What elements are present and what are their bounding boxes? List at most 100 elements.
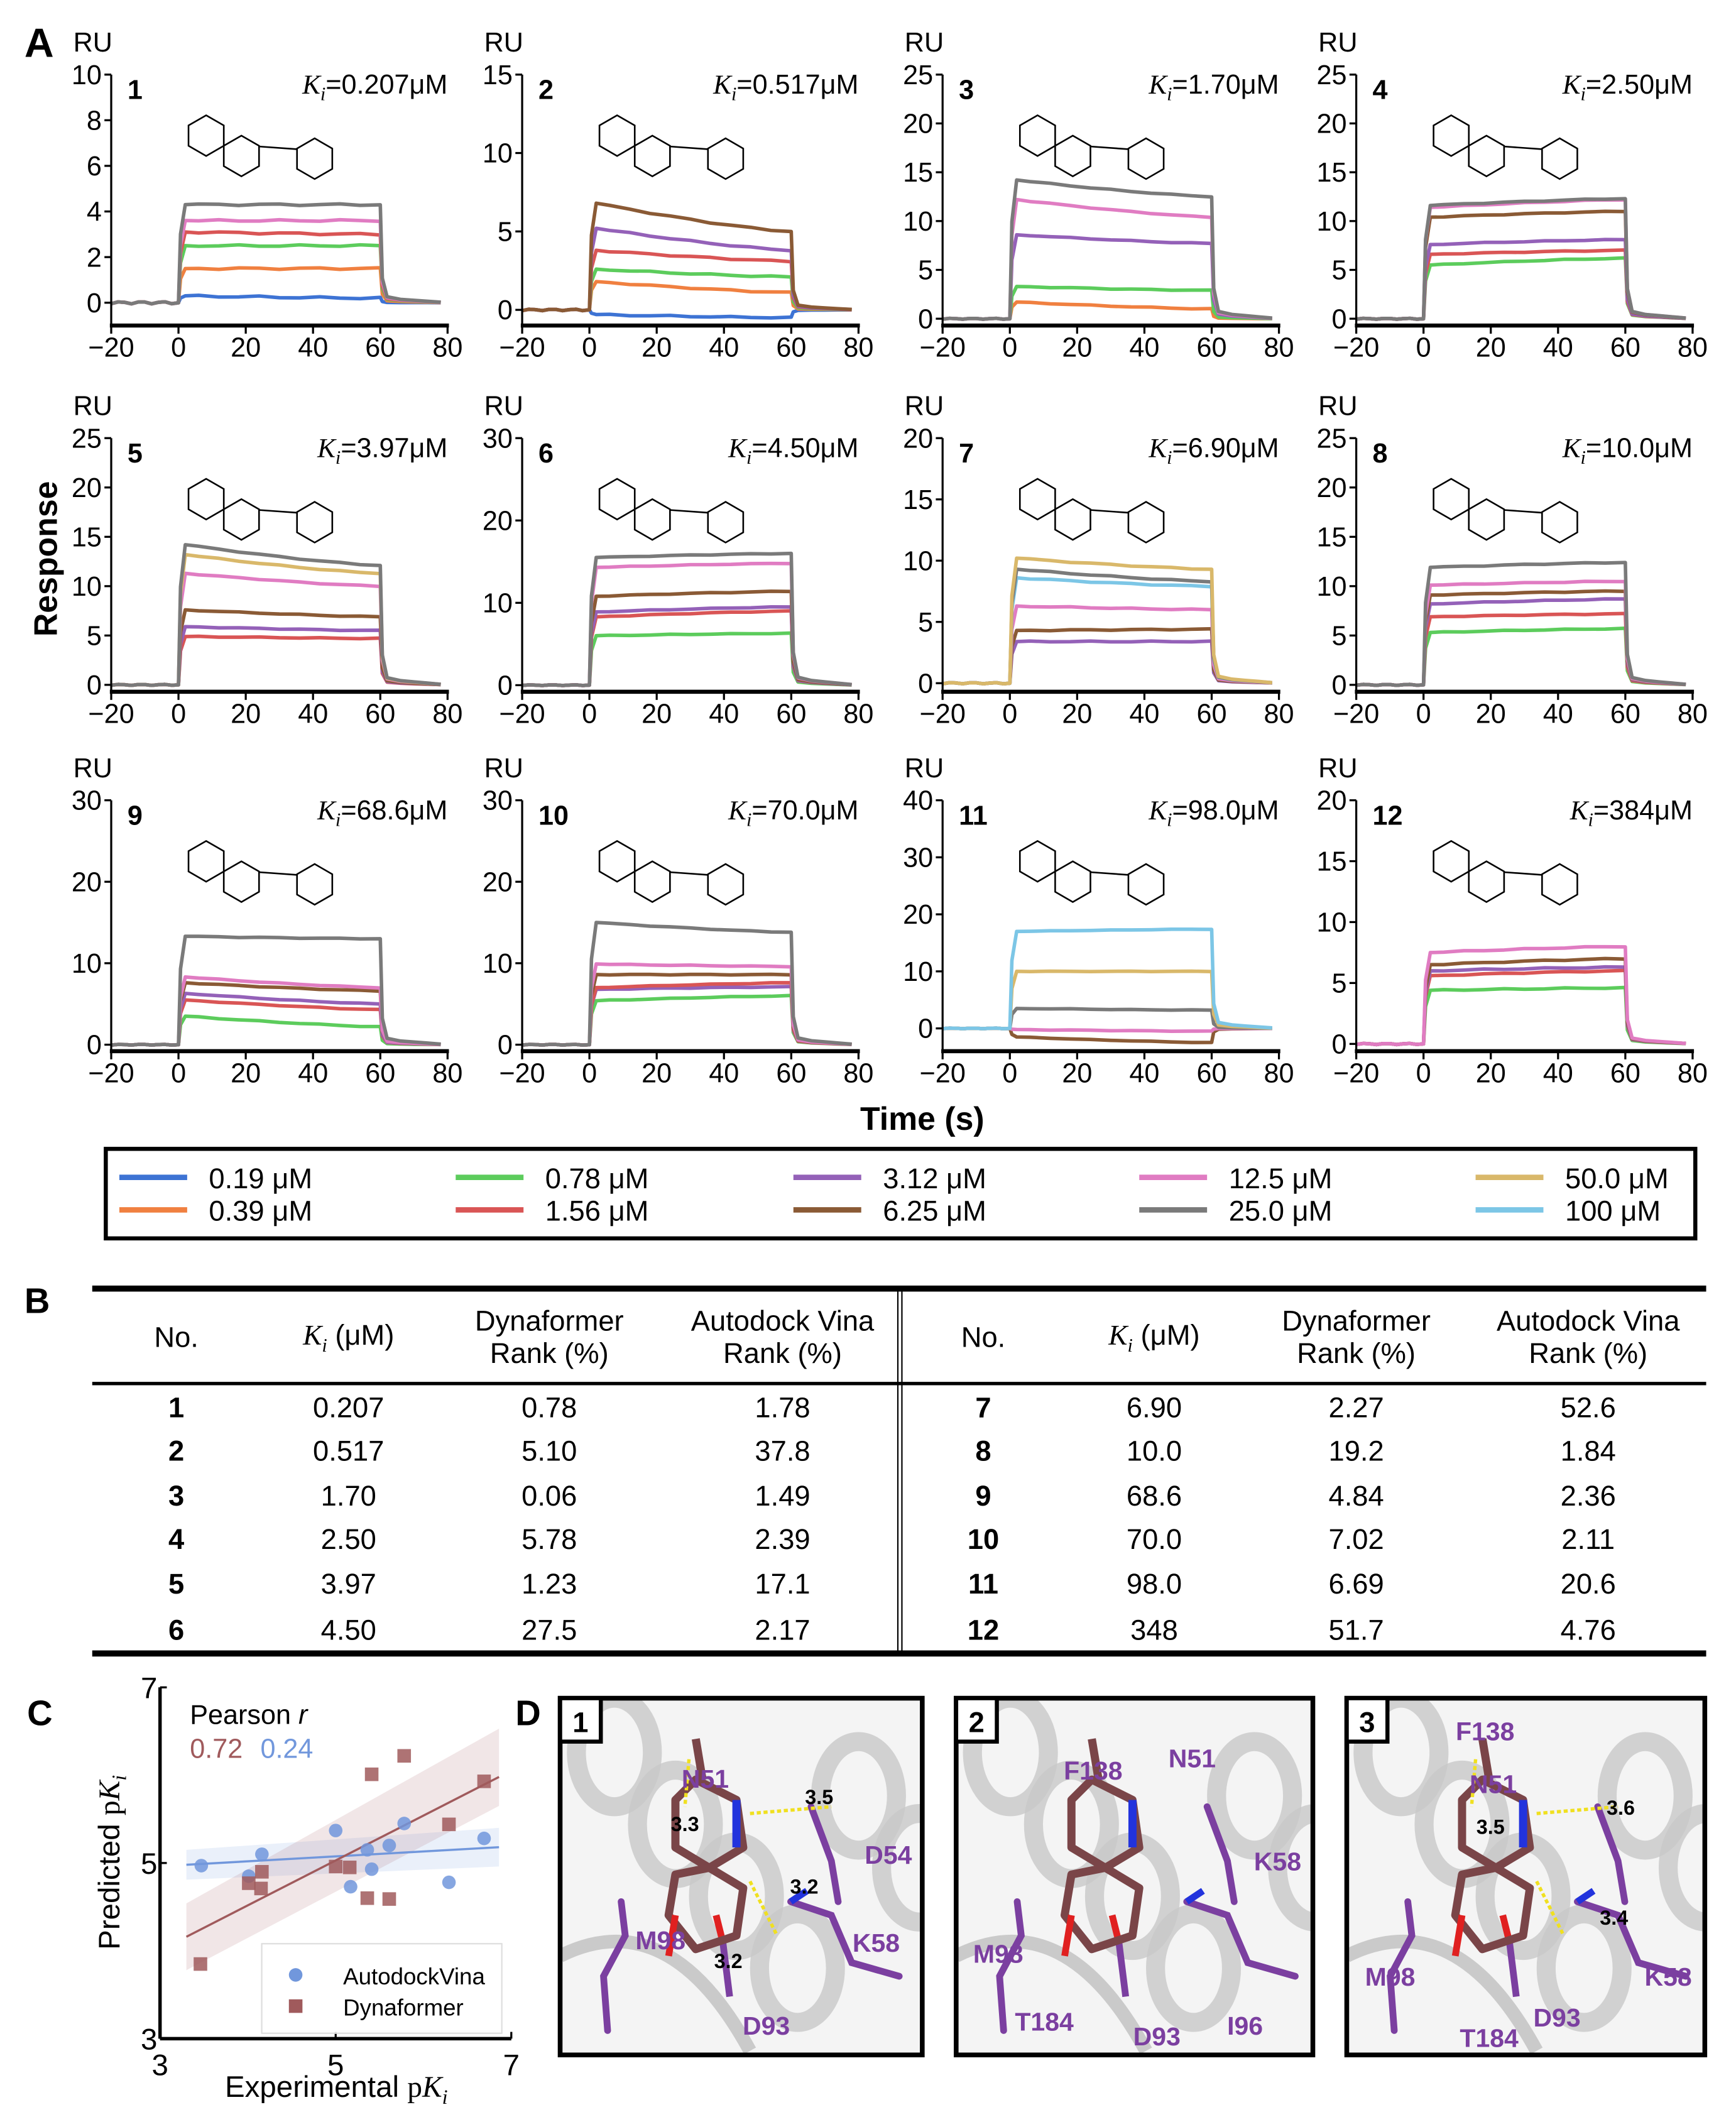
legend-box: [104, 1147, 1698, 1241]
y-unit-label: RU: [484, 391, 523, 422]
ligand-stick: [1451, 1863, 1534, 1954]
point-autodockvina: [344, 1879, 358, 1894]
y-tick-label: 10: [1316, 908, 1346, 938]
y-tick-label: 10: [1316, 572, 1346, 602]
x-tick-label: 80: [1264, 333, 1294, 363]
panel-label-c: C: [27, 1693, 53, 1733]
x-tick-label: 0: [1416, 1059, 1431, 1089]
sensorgram-curve-3.12: [1356, 597, 1686, 687]
y-unit-label: RU: [1318, 391, 1357, 422]
compound-number: 12: [1373, 801, 1403, 831]
y-tick-label: 20: [72, 867, 102, 897]
compound-number: 6: [538, 439, 554, 469]
y-tick-label: 10: [72, 949, 102, 979]
residue-stick: [996, 1898, 1025, 2034]
x-tick-label: −20: [88, 699, 134, 730]
docking-panel-number: 2: [969, 1707, 985, 1739]
point-dynaformer: [442, 1817, 456, 1832]
point-dynaformer: [397, 1749, 412, 1763]
y-tick-label: 10: [903, 546, 933, 576]
point-dynaformer: [194, 1957, 207, 1971]
ki-label: Ki=3.97μM: [317, 433, 447, 468]
y-tick-label: 20: [903, 424, 933, 454]
y-tick-label: 30: [903, 843, 933, 873]
distance-label: 3.5: [1477, 1815, 1505, 1838]
y-tick-label: 3: [141, 2023, 157, 2057]
x-tick-label: 40: [1543, 1059, 1573, 1089]
residue-label: T184: [1460, 2023, 1519, 2052]
protein-ribbon: [1146, 1904, 1242, 2032]
table-cell: 1.70: [320, 1481, 376, 1512]
hbond-dash: [750, 1805, 832, 1815]
docking-pose-panel-3: 3 F138 N51 3.5 3.6 3.4 M98 K58 D93 T184: [1344, 1695, 1708, 2058]
x-tick-label: 20: [1062, 1059, 1092, 1089]
x-tick-label: 20: [1062, 333, 1092, 363]
y-tick-label: 20: [483, 867, 513, 897]
protein-ribbon: [1536, 1904, 1632, 2032]
y-tick-label: 10: [72, 60, 102, 90]
pearson-r-autodockvina: 0.24: [260, 1734, 313, 1764]
x-tick-label: −20: [1333, 1059, 1379, 1089]
legend-label: Dynaformer: [343, 1995, 464, 2021]
y-tick-label: 0: [1331, 670, 1346, 701]
docking-pose-panel-1: 1 N51 3.5 3.3 D54 3.2 M98 K58 3.2 D93: [557, 1695, 925, 2058]
ligand-stick: [664, 1863, 748, 1954]
table-cell: 4.50: [320, 1615, 376, 1647]
protein-ribbon: [1207, 1732, 1302, 1860]
residue-label: D93: [743, 2011, 790, 2040]
protein-ribbon: [1658, 1804, 1705, 1932]
point-autodockvina: [364, 1862, 379, 1876]
point-autodockvina: [477, 1831, 491, 1846]
table-cell: 68.6: [1126, 1481, 1182, 1512]
y-tick-label: 25: [1316, 60, 1346, 90]
docking-panel-number: 3: [1359, 1707, 1375, 1739]
sensorgram-curve-3.12: [521, 226, 852, 313]
table-cell: 52.6: [1560, 1392, 1616, 1425]
docking-pose-panel-2: 2 F138 N51 K58 M98 T184 D93 I96: [954, 1695, 1316, 2058]
y-unit-label: RU: [1318, 28, 1357, 58]
residue-label: D93: [1533, 2003, 1580, 2032]
x-tick-label: 40: [1543, 699, 1573, 730]
x-tick-label: 60: [776, 1059, 806, 1089]
x-tick-label: 40: [298, 333, 328, 363]
y-tick-label: 0: [918, 304, 933, 334]
sensorgram-curve-3.12: [521, 604, 852, 687]
x-axis-title: Time (s): [860, 1100, 985, 1137]
legend-label: 12.5 μM: [1229, 1162, 1333, 1195]
sensorgram-curve-100: [942, 927, 1272, 1031]
y-tick-label: 0: [1331, 304, 1346, 334]
x-tick-label: 20: [231, 1059, 261, 1089]
sensorgram-curve-12.5: [942, 604, 1272, 686]
table-cell: 37.8: [755, 1436, 811, 1468]
y-tick-label: 0: [1331, 1029, 1346, 1059]
point-autodockvina: [255, 1847, 269, 1861]
y-unit-label: RU: [74, 753, 112, 784]
table-cell: 348: [1130, 1615, 1178, 1647]
table-cell: 0.78: [521, 1392, 577, 1425]
residue-label: N51: [682, 1764, 729, 1793]
sensorgram-curve-6.25: [521, 589, 852, 687]
x-tick-label: 0: [171, 1059, 186, 1089]
residue-label: I96: [1227, 2011, 1263, 2040]
sensorgram-curve-25.0: [111, 202, 441, 306]
x-tick-label: 0: [1416, 699, 1431, 730]
table-cell-no: 5: [168, 1569, 185, 1600]
y-tick-label: 10: [903, 207, 933, 237]
x-tick-label: 60: [365, 699, 395, 730]
y-tick-label: 20: [483, 506, 513, 536]
residue-label: F138: [1456, 1717, 1514, 1746]
docking-panel-number: 1: [572, 1707, 588, 1739]
sensorgram-curve-50.0: [942, 556, 1273, 686]
hbond-dash: [1536, 1805, 1619, 1815]
y-tick-label: 15: [1316, 522, 1346, 552]
legend-label: 0.19 μM: [209, 1162, 312, 1195]
table-cell: 27.5: [521, 1615, 577, 1647]
x-tick-label: 0: [1416, 333, 1431, 363]
y-tick-label: 10: [483, 588, 513, 618]
y-tick-label: 20: [1316, 786, 1346, 816]
chemical-structure-icon: [1018, 114, 1165, 180]
y-tick-label: 20: [1316, 473, 1346, 503]
x-tick-label: 5: [327, 2049, 344, 2082]
